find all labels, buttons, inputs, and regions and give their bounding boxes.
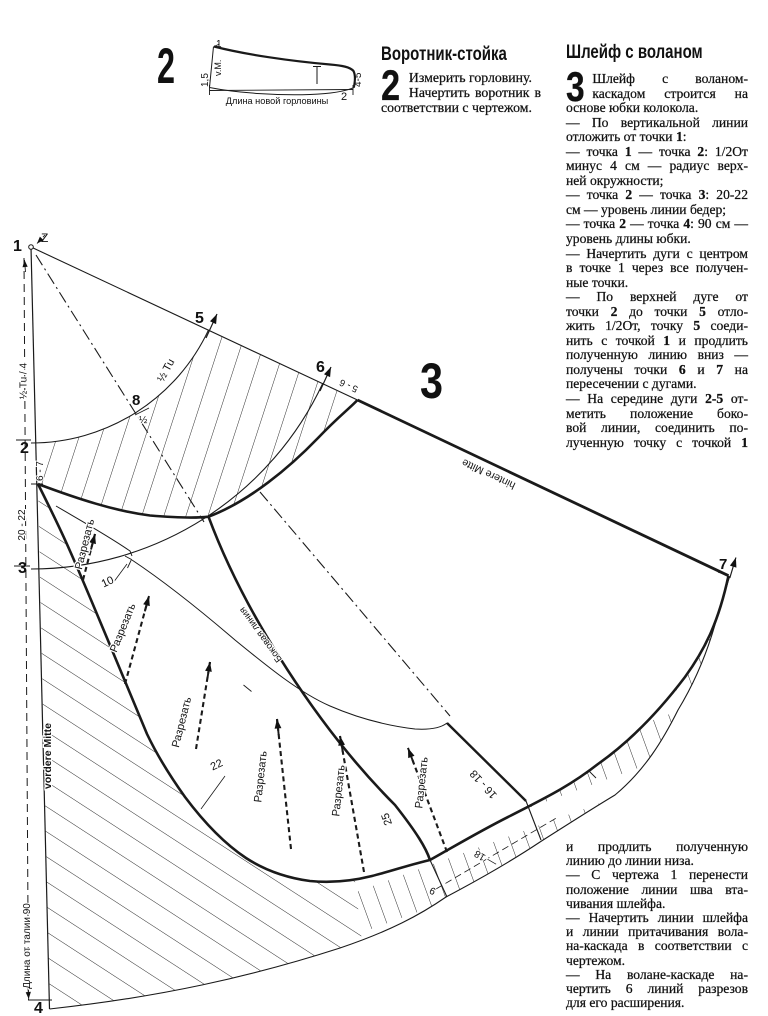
svg-text:½ Tu / 4: ½ Tu / 4	[19, 362, 30, 399]
svg-text:1: 1	[216, 39, 222, 50]
svg-text:22: 22	[209, 757, 225, 773]
svg-text:½: ½	[139, 415, 148, 426]
svg-text:2: 2	[157, 38, 175, 94]
svg-text:Боковая линия: Боковая линия	[237, 605, 284, 665]
svg-text:25: 25	[379, 811, 394, 827]
svg-text:20 - 22: 20 - 22	[17, 509, 28, 541]
svg-text:vordere Mitte: vordere Mitte	[42, 723, 54, 789]
svg-text:6: 6	[316, 359, 325, 376]
svg-text:16 - 18: 16 - 18	[468, 767, 500, 800]
svg-text:6 - 7: 6 - 7	[35, 461, 46, 481]
svg-text:2: 2	[341, 91, 347, 103]
svg-text:4-5: 4-5	[353, 72, 364, 87]
svg-text:1: 1	[13, 238, 22, 255]
svg-text:Длина новой горловины: Длина новой горловины	[226, 96, 329, 106]
svg-text:Разрезать: Разрезать	[330, 764, 347, 817]
svg-text:3: 3	[420, 353, 443, 409]
svg-text:5 - 6: 5 - 6	[338, 376, 360, 394]
svg-text:v.M.: v.M.	[213, 60, 223, 76]
svg-text:5: 5	[195, 310, 204, 327]
svg-text:Z: Z	[41, 231, 48, 245]
svg-text:4: 4	[34, 1000, 43, 1016]
svg-text:10: 10	[100, 574, 116, 590]
svg-text:½ Tu: ½ Tu	[155, 357, 177, 384]
svg-text:Разрезать: Разрезать	[252, 750, 269, 803]
svg-text:Длина от талии 90: Длина от талии 90	[22, 903, 33, 989]
svg-text:Разрезать: Разрезать	[170, 695, 194, 748]
svg-text:3: 3	[18, 560, 27, 577]
svg-text:8: 8	[132, 392, 140, 409]
svg-text:1,5: 1,5	[200, 73, 211, 87]
svg-text:Разрезать: Разрезать	[108, 601, 139, 654]
svg-text:7: 7	[719, 556, 727, 573]
svg-text:2: 2	[20, 440, 29, 457]
